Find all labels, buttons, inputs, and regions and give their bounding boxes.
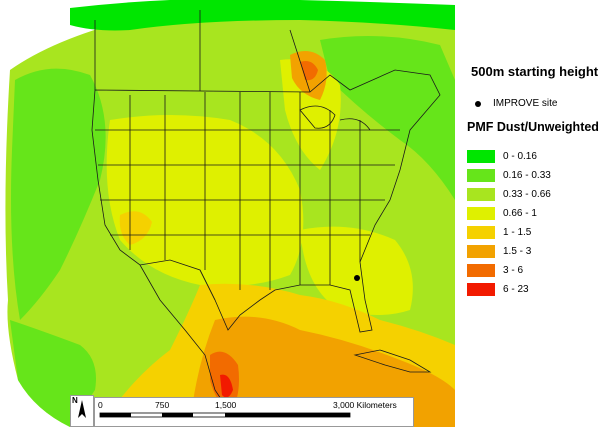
legend-label: 0.33 - 0.66 — [503, 189, 551, 200]
great-lakes — [299, 105, 371, 131]
contour-region-yellow-southeast — [300, 226, 413, 315]
contour-region-green-west — [11, 68, 106, 320]
contour-region-hotspot-south-core — [220, 374, 233, 398]
legend-swatch — [467, 188, 495, 201]
legend-label: 6 - 23 — [503, 284, 529, 295]
legend-item: 0 - 0.16 — [467, 147, 551, 166]
canada-border — [94, 10, 311, 93]
scale-label-3000: 3,000 Kilometers — [333, 400, 397, 410]
state-lines-horizontal — [95, 129, 400, 236]
legend-label: 3 - 6 — [503, 265, 524, 276]
legend-swatch — [467, 283, 495, 296]
north-arrow: N — [70, 395, 94, 427]
legend-label: 0.16 - 0.33 — [503, 170, 551, 181]
contour-region-yellow-northeast — [280, 59, 341, 170]
legend-list: 0 - 0.16 0.16 - 0.33 0.33 - 0.66 0.66 - … — [467, 147, 551, 299]
state-lines-vertical — [129, 92, 361, 290]
scale-label-zero: 0 — [98, 400, 103, 410]
legend-item: 0.16 - 0.33 — [467, 166, 551, 185]
improve-site-marker — [354, 275, 360, 281]
legend-swatch — [467, 264, 495, 277]
scale-ruler — [99, 412, 351, 418]
legend-item: 6 - 23 — [467, 280, 551, 299]
legend-item: 1 - 1.5 — [467, 223, 551, 242]
legend-label: 1.5 - 3 — [503, 246, 532, 257]
dust-map — [5, 0, 455, 427]
scale-bar: 0 750 1,500 3,000 Kilometers — [94, 397, 414, 427]
legend-item: 3 - 6 — [467, 261, 551, 280]
contour-region-top-band — [70, 0, 455, 31]
legend-item: 0.33 - 0.66 — [467, 185, 551, 204]
legend-swatch — [467, 245, 495, 258]
legend-panel: 500m starting height IMPROVE site PMF Du… — [455, 0, 601, 427]
contour-region-green-northeast — [320, 36, 455, 200]
legend-swatch — [467, 169, 495, 182]
legend-swatch — [467, 150, 495, 163]
legend-swatch — [467, 207, 495, 220]
north-label: N — [72, 396, 78, 405]
boundary-lines — [91, 10, 441, 421]
mexico-outline — [139, 264, 236, 421]
legend-item: 0.66 - 1 — [467, 204, 551, 223]
north-arrow-icon — [78, 400, 86, 418]
legend-label: 0 - 0.16 — [503, 151, 537, 162]
site-dot-icon — [475, 100, 481, 107]
scale-label-750: 750 — [155, 400, 170, 410]
scale-label-1500: 1,500 — [215, 400, 237, 410]
legend-label: 0.66 - 1 — [503, 208, 537, 219]
legend-swatch — [467, 226, 495, 239]
legend-item: 1.5 - 3 — [467, 242, 551, 261]
site-legend-label: IMPROVE site — [493, 98, 558, 109]
map-title: 500m starting height — [471, 64, 599, 79]
legend-title: PMF Dust/Unweighted — [467, 120, 599, 134]
cuba-outline — [353, 349, 432, 373]
site-legend-item: IMPROVE site — [475, 98, 557, 109]
contour-region-west-hotspot — [119, 211, 152, 245]
legend-label: 1 - 1.5 — [503, 227, 532, 238]
